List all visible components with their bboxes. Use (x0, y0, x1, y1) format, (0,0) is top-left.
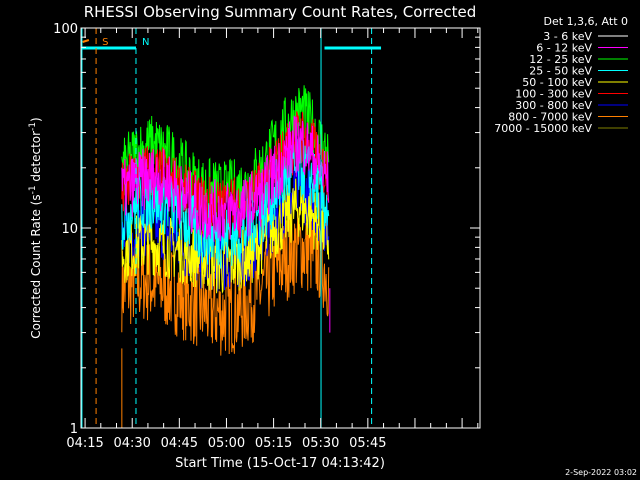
y-tick-label: 100 (53, 22, 78, 37)
x-tick-label: 05:45 (349, 436, 386, 451)
x-tick-label: 05:00 (208, 436, 245, 451)
axes: 1 10 100 04:15 04:30 04:45 05:00 05:15 05:30 05:4… (53, 22, 481, 451)
legend-label: 12 - 25 keV (529, 53, 592, 66)
legend-label: 6 - 12 keV (536, 42, 592, 55)
series-line-0 (121, 27, 326, 46)
legend-label: 100 - 300 keV (515, 88, 592, 101)
x-axis-label: Start Time (15-Oct-17 04:13:42) (175, 456, 385, 471)
series-line-1 (121, 115, 330, 242)
series-line-5 (121, 111, 329, 240)
x-tick-label: 04:45 (161, 436, 198, 451)
footer-date: 2-Sep-2022 03:02 (565, 468, 637, 477)
series-line-3 (121, 136, 330, 269)
legend-label: 800 - 7000 keV (508, 111, 592, 124)
x-tick-label: 05:30 (302, 436, 339, 451)
legend-label: 3 - 6 keV (543, 30, 592, 43)
legend-label: 7000 - 15000 keV (494, 122, 592, 135)
y-tick-label: 10 (61, 222, 78, 237)
series-line-7 (121, 209, 330, 356)
chart-title: RHESSI Observing Summary Count Rates, Co… (84, 3, 477, 21)
x-tick-label: 04:15 (66, 436, 103, 451)
x-tick-label: 04:30 (113, 436, 150, 451)
s-marker (82, 39, 90, 43)
legend-label: 50 - 100 keV (522, 76, 592, 89)
legend-header: Det 1,3,6, Att 0 (544, 15, 628, 28)
y-tick-label: 1 (70, 422, 78, 437)
annotation-label-s: S (102, 37, 108, 48)
series-line-2 (121, 85, 330, 224)
legend-label: 25 - 50 keV (529, 65, 592, 78)
x-tick-label: 05:15 (255, 436, 292, 451)
y-axis-label: Corrected Count Rate (s-1 detector-1) (28, 117, 43, 338)
legend-label: 300 - 800 keV (515, 99, 592, 112)
annotation-label-n: N (142, 37, 149, 48)
